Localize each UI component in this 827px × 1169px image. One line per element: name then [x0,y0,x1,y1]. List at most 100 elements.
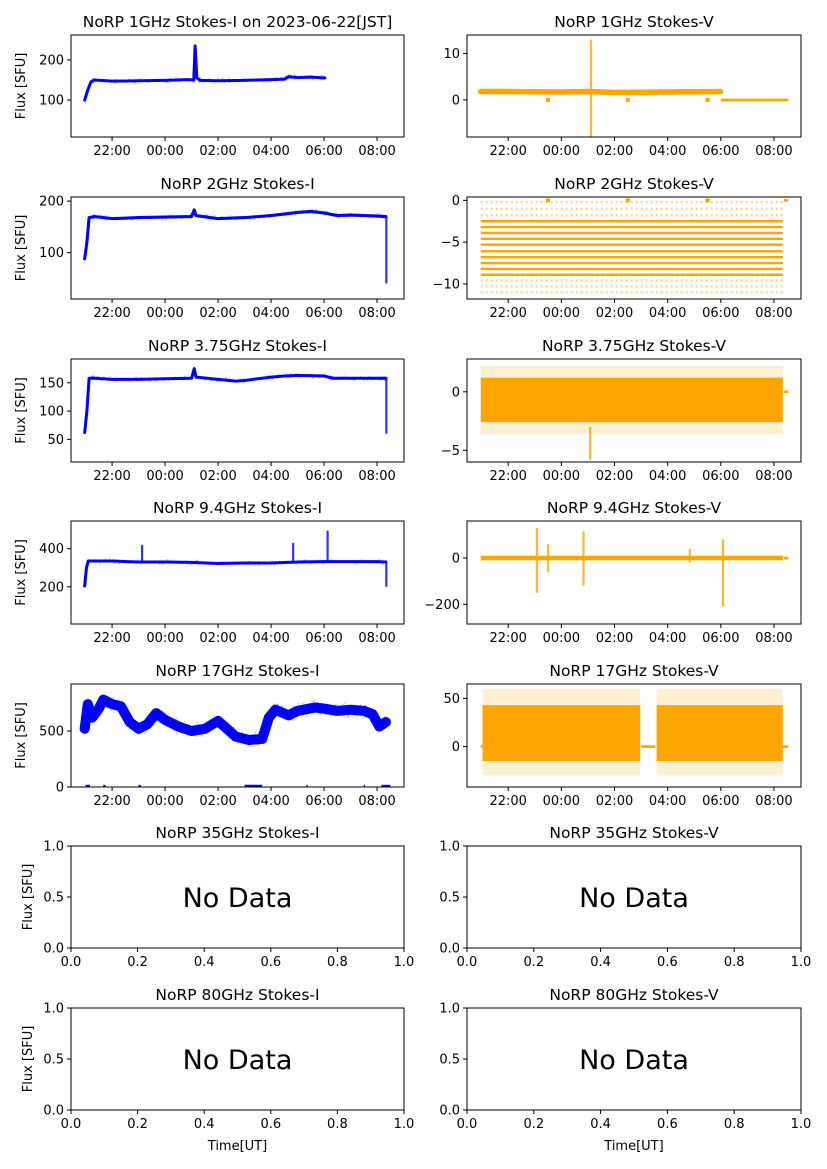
data-point [85,412,88,415]
data-point [113,706,116,709]
data-point [382,376,385,378]
data-point [263,728,265,731]
plot-area [79,694,391,787]
data-point [241,381,244,384]
data-point [347,715,349,718]
data-point [305,561,308,563]
data-point [196,75,198,78]
data-point [381,563,384,566]
data-point [349,560,351,562]
data-point [161,563,163,565]
data-point [312,210,314,213]
data-point [269,81,271,83]
data-point [215,218,217,221]
data-point [236,742,239,744]
data-point [315,210,318,212]
data-point [624,87,626,89]
data-point [252,736,255,739]
data-point [247,563,250,566]
data-point [183,720,186,723]
data-point [375,562,378,565]
data-point [315,209,317,212]
data-point [193,71,195,74]
data-point [100,706,103,709]
data-point [380,724,382,727]
data-point [343,215,345,217]
data-point [194,54,197,57]
data-point [241,740,244,743]
data-point [177,720,180,723]
y-tick-label: 0 [452,552,460,567]
data-point [247,745,250,747]
plot-area [480,366,789,460]
data-point [380,727,382,729]
data-point [187,563,189,566]
data-point [137,732,140,735]
data-point [281,78,284,81]
x-tick-label: 08:00 [755,794,792,809]
data-point [194,374,197,377]
data-point [293,373,296,376]
data-point [183,727,186,730]
data-point [194,213,197,216]
data-point [86,239,88,242]
data-point [87,222,90,225]
data-point [216,379,218,382]
data-point [192,211,195,213]
data-point [85,565,88,568]
data-point [129,723,131,725]
data-point [92,216,95,219]
x-tick-label: 06:00 [305,469,342,484]
data-point [151,719,153,722]
data-point [546,97,551,102]
x-tick-label: 0.6 [260,1117,281,1132]
data-point [647,94,649,97]
data-point [337,376,340,379]
x-tick-label: 22:00 [93,469,130,484]
subplot-title: NoRP 17GHz Stokes-V [549,662,719,680]
data-point [258,216,261,218]
data-point [101,696,104,698]
data-point [378,560,381,562]
data-point [315,702,318,705]
data-point [322,78,324,81]
x-tick-label: 04:00 [252,794,289,809]
data-point [152,720,154,723]
data-point [85,574,87,577]
x-tick-label: 06:00 [702,144,739,159]
data-point [334,377,337,380]
data-point [248,560,250,563]
data-point [194,374,197,376]
data-point [267,374,269,377]
data-point [85,249,87,251]
data-point [379,378,381,381]
data-point [83,584,86,586]
data-point [250,218,252,221]
data-point [84,579,87,581]
data-point [346,375,349,378]
data-point [164,379,166,381]
data-point [275,76,277,79]
data-point [208,77,211,80]
data-point [113,379,115,381]
data-point [180,730,183,733]
x-tick-label: 22:00 [489,631,526,646]
subplot-80ghz-v: NoRP 80GHz Stokes-V Time[UT] No Data 0.0 0.2… [439,986,811,1154]
data-point [644,94,647,96]
data-series-line [83,559,388,588]
data-point [314,375,316,378]
data-point [352,712,355,715]
data-point [346,215,349,217]
data-point [328,212,330,214]
data-point [546,198,551,203]
x-tick-label: 22:00 [93,306,130,321]
x-tick-label: 00:00 [543,631,580,646]
data-point [217,79,219,82]
data-point [340,560,343,563]
data-point [548,95,550,97]
data-point [192,80,194,83]
x-tick-label: 00:00 [146,631,183,646]
data-point [330,379,332,381]
subplot-title: NoRP 17GHz Stokes-I [155,662,319,680]
data-point [291,719,293,721]
